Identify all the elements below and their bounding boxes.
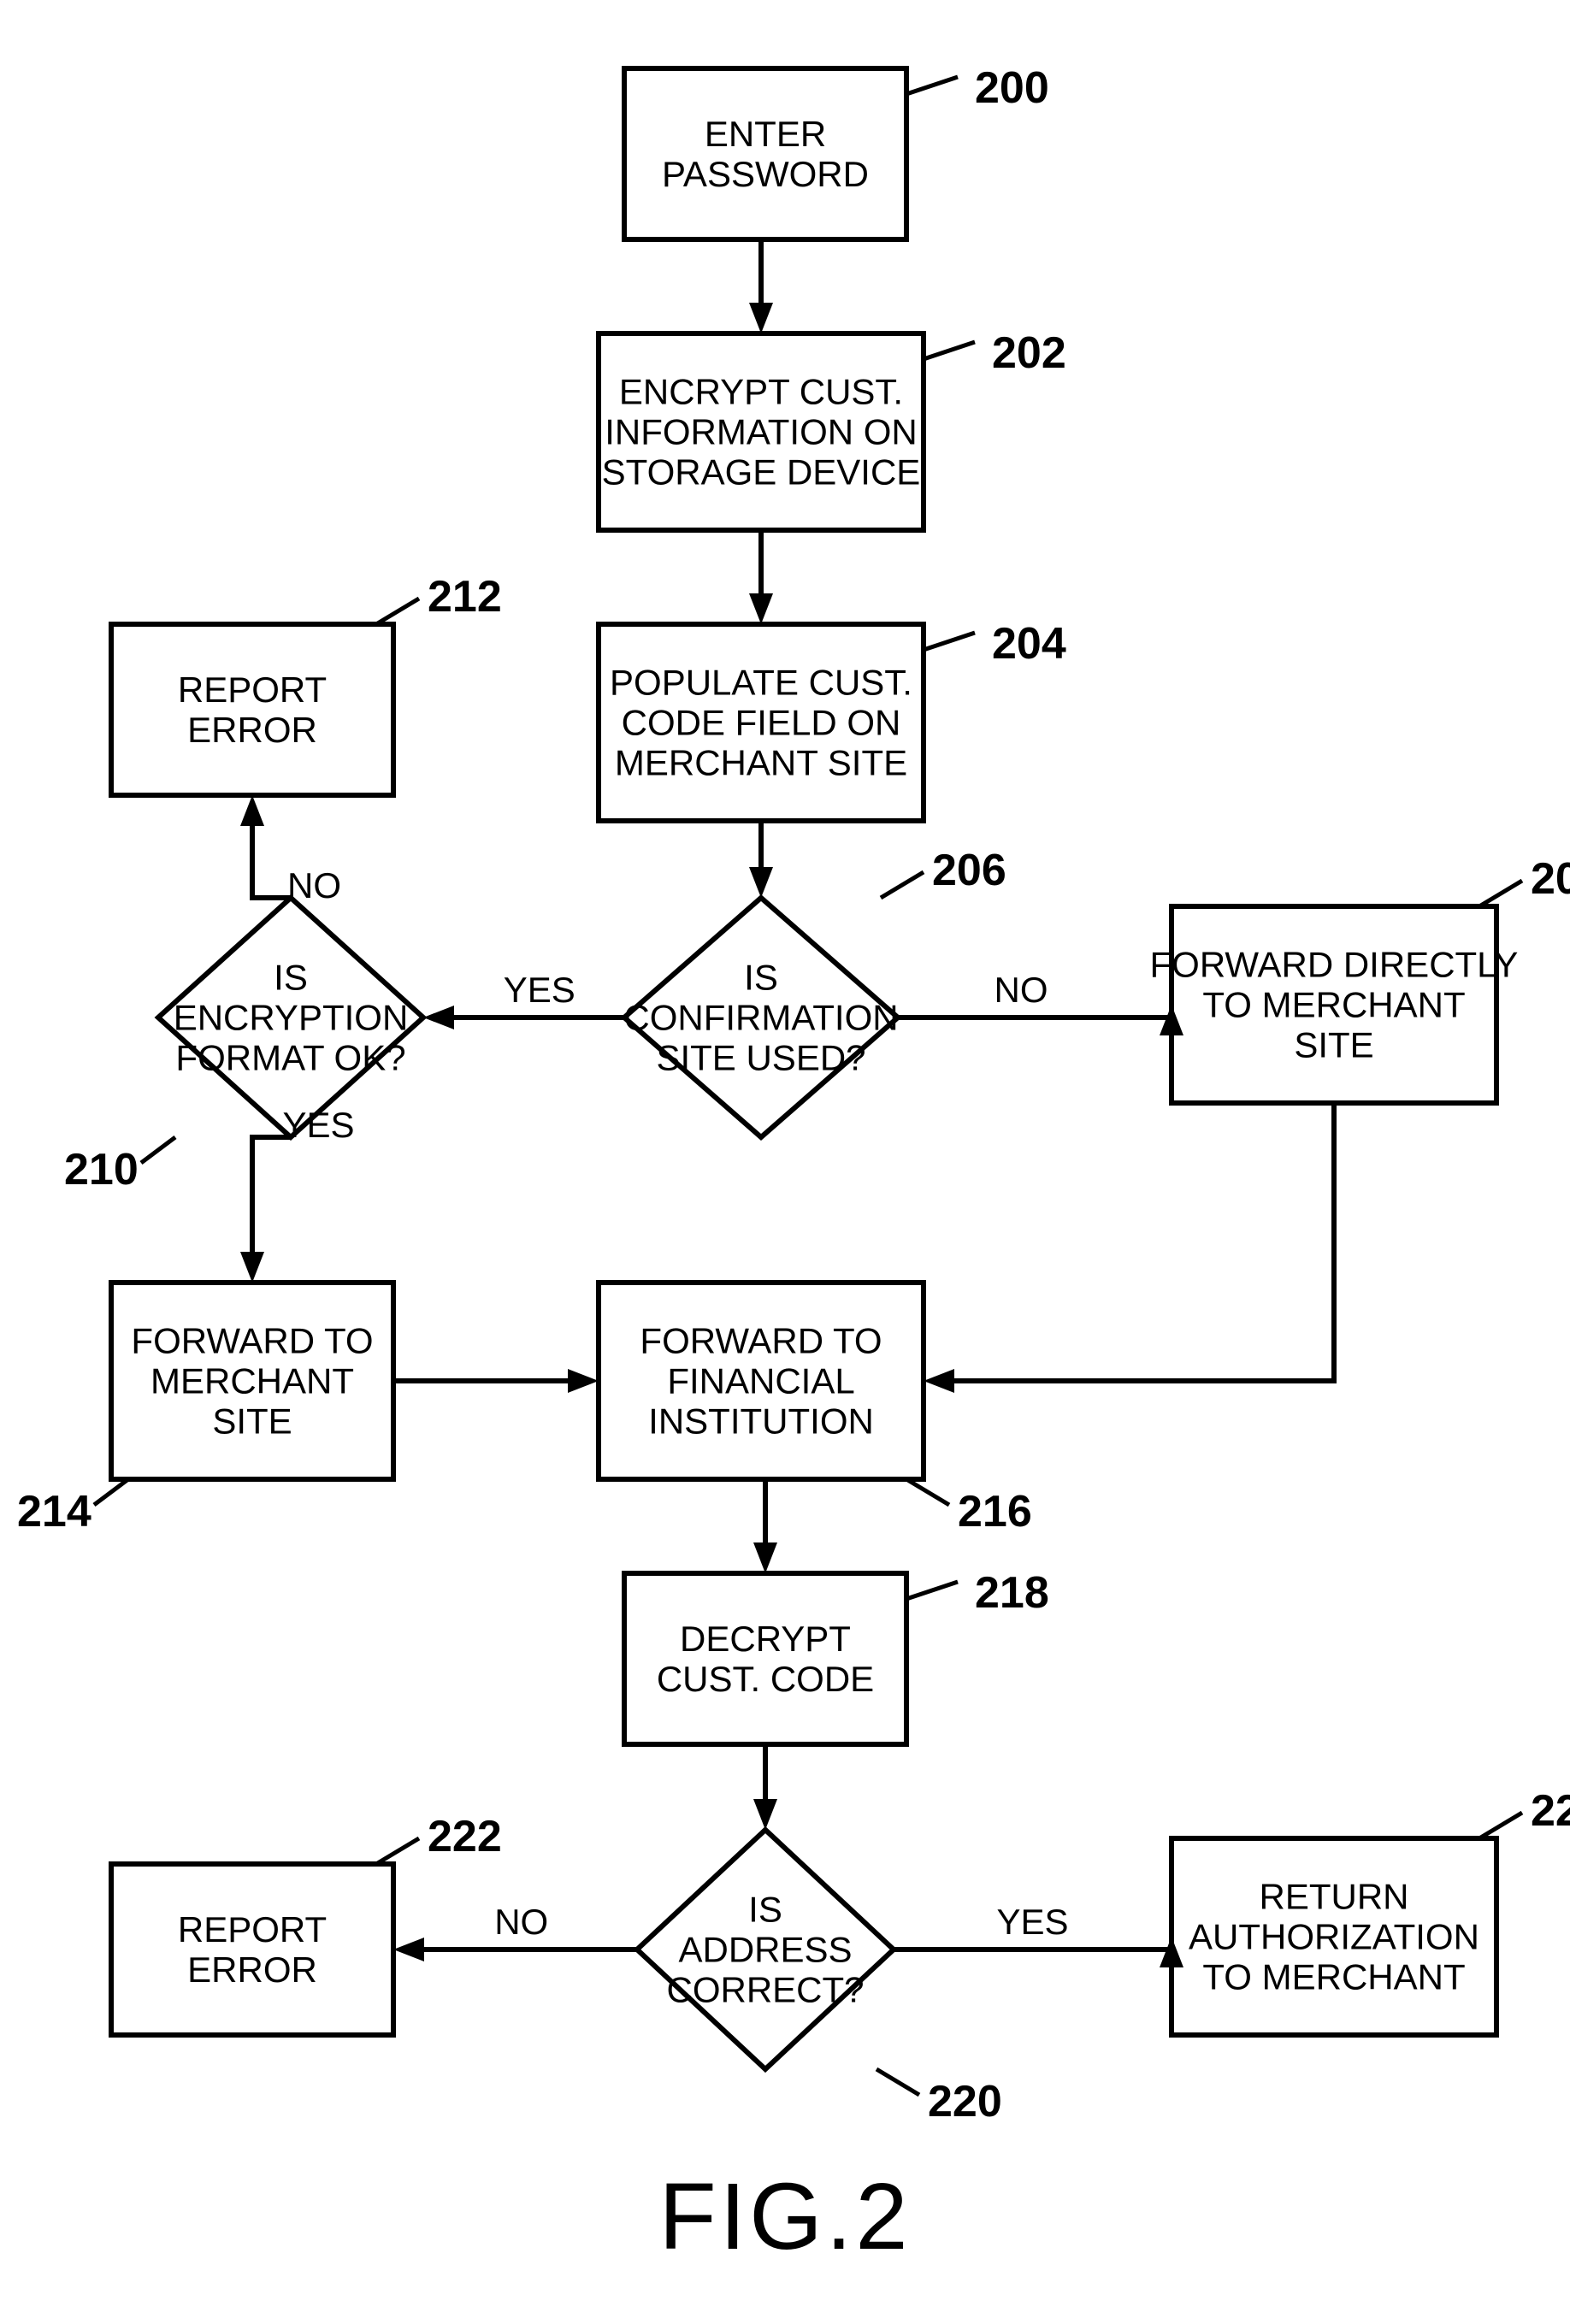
svg-text:IS: IS bbox=[744, 958, 778, 998]
svg-text:CODE FIELD ON: CODE FIELD ON bbox=[622, 703, 901, 743]
svg-text:IS: IS bbox=[748, 1890, 782, 1930]
svg-text:ENCRYPTION: ENCRYPTION bbox=[174, 998, 409, 1038]
edge-label-11: YES bbox=[996, 1902, 1068, 1942]
svg-text:PASSWORD: PASSWORD bbox=[662, 154, 869, 194]
svg-text:ENCRYPT CUST.: ENCRYPT CUST. bbox=[619, 372, 903, 412]
svg-text:TO MERCHANT: TO MERCHANT bbox=[1202, 1957, 1465, 1997]
svg-text:CUST. CODE: CUST. CODE bbox=[657, 1659, 874, 1699]
edge-label-6: YES bbox=[282, 1105, 354, 1145]
svg-text:CORRECT?: CORRECT? bbox=[666, 1970, 864, 2010]
svg-text:INFORMATION ON: INFORMATION ON bbox=[605, 412, 918, 452]
edge-12 bbox=[936, 1103, 1334, 1381]
svg-text:FORWARD DIRECTLY: FORWARD DIRECTLY bbox=[1150, 945, 1519, 985]
svg-text:STORAGE DEVICE: STORAGE DEVICE bbox=[602, 452, 921, 493]
svg-text:MERCHANT SITE: MERCHANT SITE bbox=[615, 743, 907, 783]
ref-208: 208 bbox=[1531, 854, 1570, 904]
svg-text:ADDRESS: ADDRESS bbox=[678, 1930, 852, 1970]
ref-214: 214 bbox=[17, 1487, 91, 1537]
svg-text:FORWARD TO: FORWARD TO bbox=[131, 1321, 373, 1361]
svg-text:SITE USED?: SITE USED? bbox=[656, 1038, 865, 1078]
svg-text:ERROR: ERROR bbox=[187, 1949, 317, 1990]
flowchart-canvas: ENTERPASSWORD 200 ENCRYPT CUST.INFORMATION… bbox=[0, 0, 1570, 2324]
svg-text:SITE: SITE bbox=[212, 1401, 292, 1442]
svg-text:IS: IS bbox=[274, 958, 308, 998]
svg-text:DECRYPT: DECRYPT bbox=[680, 1619, 851, 1659]
svg-text:ENTER: ENTER bbox=[705, 114, 826, 154]
edge-label-3: NO bbox=[995, 970, 1048, 1010]
svg-text:FORWARD TO: FORWARD TO bbox=[640, 1321, 882, 1361]
figure-label: FIG.2 bbox=[658, 2164, 911, 2269]
ref-204: 204 bbox=[992, 619, 1066, 669]
svg-text:CONFIRMATION: CONFIRMATION bbox=[623, 998, 898, 1038]
edge-label-4: YES bbox=[504, 970, 575, 1010]
ref-218: 218 bbox=[975, 1568, 1049, 1618]
ref-220: 220 bbox=[928, 2077, 1002, 2126]
ref-200: 200 bbox=[975, 63, 1049, 113]
edge-label-5: NO bbox=[287, 865, 341, 905]
ref-206: 206 bbox=[932, 846, 1006, 895]
svg-text:AUTHORIZATION: AUTHORIZATION bbox=[1189, 1917, 1479, 1957]
svg-text:RETURN: RETURN bbox=[1260, 1877, 1409, 1917]
svg-text:SITE: SITE bbox=[1294, 1025, 1373, 1065]
svg-text:FORMAT OK?: FORMAT OK? bbox=[175, 1038, 405, 1078]
ref-224: 224 bbox=[1531, 1786, 1570, 1836]
svg-text:ERROR: ERROR bbox=[187, 710, 317, 750]
edge-6 bbox=[252, 1137, 291, 1271]
ref-202: 202 bbox=[992, 328, 1066, 378]
edge-label-10: NO bbox=[494, 1902, 548, 1942]
ref-216: 216 bbox=[958, 1487, 1032, 1537]
svg-text:TO MERCHANT: TO MERCHANT bbox=[1202, 985, 1465, 1025]
svg-text:REPORT: REPORT bbox=[178, 669, 327, 710]
svg-text:REPORT: REPORT bbox=[178, 1909, 327, 1949]
ref-222: 222 bbox=[428, 1812, 502, 1861]
svg-text:INSTITUTION: INSTITUTION bbox=[648, 1401, 874, 1442]
ref-210: 210 bbox=[64, 1145, 139, 1194]
svg-text:FINANCIAL: FINANCIAL bbox=[667, 1361, 854, 1401]
svg-text:MERCHANT: MERCHANT bbox=[151, 1361, 354, 1401]
ref-212: 212 bbox=[428, 572, 502, 622]
svg-text:POPULATE CUST.: POPULATE CUST. bbox=[610, 663, 912, 703]
